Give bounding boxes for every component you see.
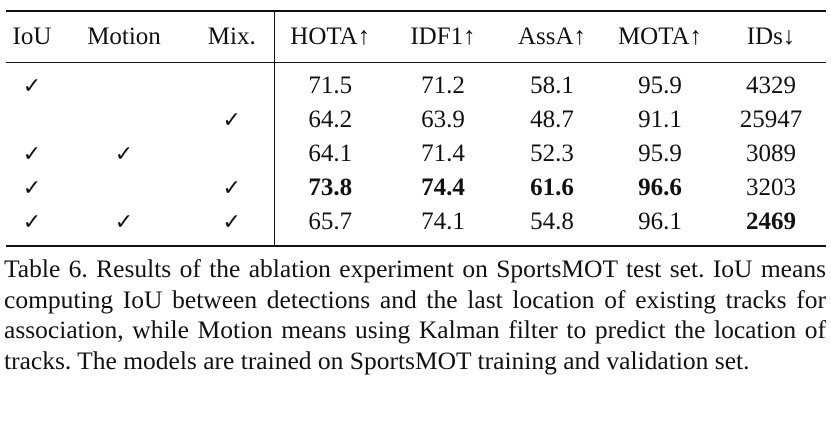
motion-check-cell	[58, 171, 190, 205]
iou-check-cell: ✓	[22, 141, 42, 167]
table-header-row: IoU Motion Mix. HOTA↑ IDF1↑ AssA↑ MOTA↑ …	[6, 11, 826, 63]
header-iou: IoU	[12, 23, 52, 50]
mix-check-cell	[190, 62, 275, 103]
table-row: ✓ ✓ 73.8 74.4 61.6 96.6 3203	[6, 171, 826, 205]
hota-cell: 71.5	[308, 72, 353, 99]
ids-cell-best: 2469	[746, 208, 796, 235]
ids-cell: 4329	[746, 72, 796, 99]
assa-cell: 52.3	[530, 140, 574, 167]
mota-cell: 91.1	[638, 106, 682, 133]
header-hota: HOTA↑	[290, 23, 371, 50]
header-mix: Mix.	[190, 11, 275, 63]
header-ids: IDs↓	[746, 23, 796, 50]
assa-cell: 48.7	[530, 106, 574, 133]
iou-check-cell: ✓	[22, 209, 42, 235]
table-row: ✓ ✓ ✓ 65.7 74.1 54.8 96.1 2469	[6, 205, 826, 246]
assa-cell: 54.8	[530, 208, 574, 235]
mota-cell: 95.9	[638, 72, 682, 99]
mix-check-cell: ✓	[190, 171, 275, 205]
assa-cell: 58.1	[530, 72, 574, 99]
motion-check-cell: ✓	[114, 141, 134, 167]
table-row: ✓ 71.5 71.2 58.1 95.9 4329	[6, 62, 826, 104]
hota-cell-best: 73.8	[308, 174, 353, 201]
header-idf1: IDF1↑	[410, 23, 476, 50]
table-caption: Table 6. Results of the ablation experim…	[4, 254, 826, 375]
ids-cell: 25947	[739, 106, 803, 133]
idf1-cell-best: 74.4	[421, 174, 465, 201]
iou-check-cell: ✓	[22, 175, 42, 201]
header-assa: AssA↑	[517, 23, 587, 50]
ablation-results-table: IoU Motion Mix. HOTA↑ IDF1↑ AssA↑ MOTA↑ …	[6, 10, 826, 247]
table-row: ✓ ✓ 64.1 71.4 52.3 95.9 3089	[6, 137, 826, 171]
iou-check-cell	[6, 103, 58, 137]
mix-check-cell: ✓	[190, 205, 275, 246]
idf1-cell: 74.1	[421, 208, 465, 235]
motion-check-cell	[58, 103, 190, 137]
motion-check-cell: ✓	[114, 209, 134, 235]
idf1-cell: 71.4	[421, 140, 465, 167]
mota-cell-best: 96.6	[638, 174, 682, 201]
header-motion: Motion	[87, 23, 161, 50]
hota-cell: 64.2	[308, 106, 353, 133]
motion-check-cell	[58, 63, 190, 104]
iou-check-cell: ✓	[22, 73, 42, 99]
ids-cell: 3089	[746, 140, 796, 167]
mota-cell: 96.1	[638, 208, 682, 235]
ids-cell: 3203	[746, 174, 796, 201]
hota-cell: 64.1	[308, 140, 353, 167]
results-table-container: IoU Motion Mix. HOTA↑ IDF1↑ AssA↑ MOTA↑ …	[6, 10, 826, 247]
mix-check-cell	[190, 137, 275, 171]
hota-cell: 65.7	[308, 208, 353, 235]
idf1-cell: 63.9	[421, 106, 465, 133]
header-mota: MOTA↑	[617, 23, 703, 50]
mix-check-cell: ✓	[190, 103, 275, 137]
table-row: ✓ 64.2 63.9 48.7 91.1 25947	[6, 103, 826, 137]
assa-cell-best: 61.6	[530, 174, 574, 201]
idf1-cell: 71.2	[421, 72, 465, 99]
mota-cell: 95.9	[638, 140, 682, 167]
